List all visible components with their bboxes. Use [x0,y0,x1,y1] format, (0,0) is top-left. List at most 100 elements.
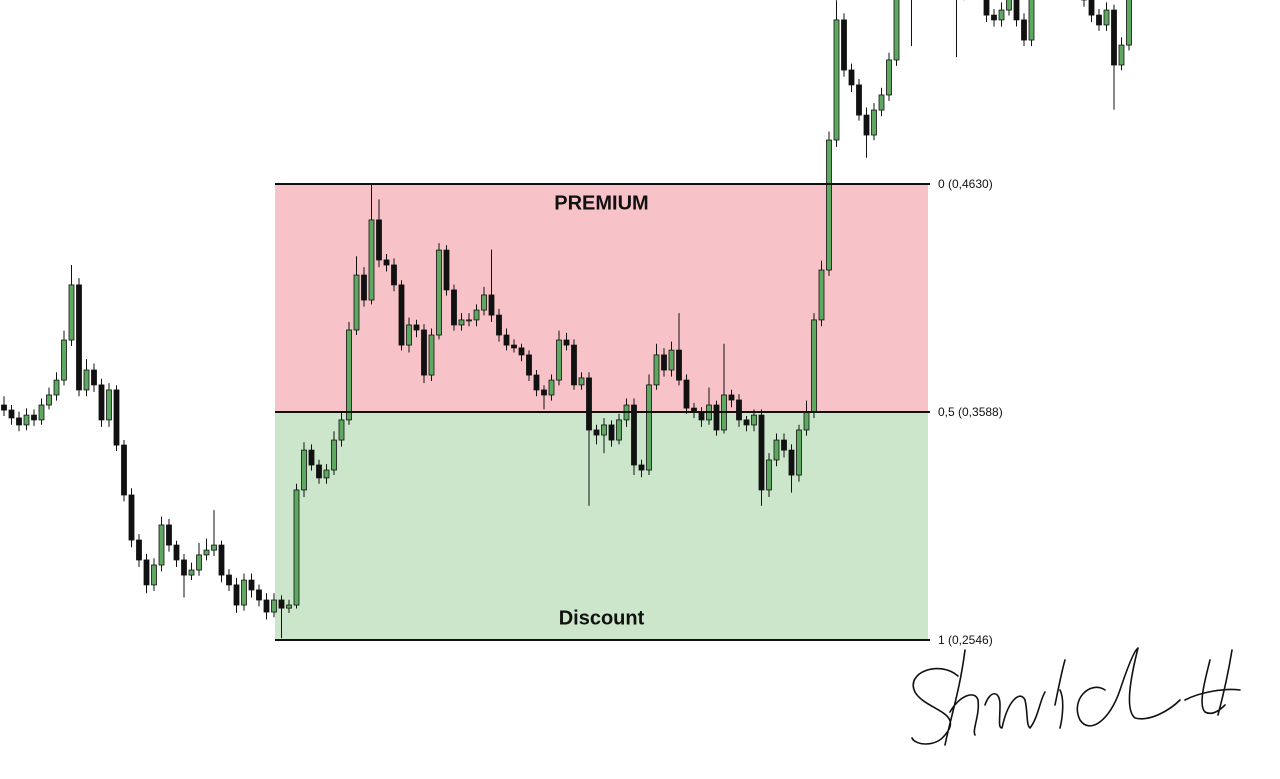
candle-body [256,589,262,601]
candle-body [1013,0,1020,21]
candle-body [413,324,420,331]
candle-body [38,404,45,421]
candle-body [151,564,157,586]
candles [1,0,1132,639]
candle-body [736,399,742,421]
candle-body [481,294,487,311]
candle-body [571,344,577,386]
candle-body [863,114,870,136]
candle-body [346,329,352,421]
candle-body [751,414,757,426]
candle-body [286,604,292,609]
candle-body [241,579,247,606]
level-label: 0,5 (0,3588) [938,405,1003,419]
candle-body [728,394,735,401]
candle-body [518,347,525,356]
candle-body [811,319,817,413]
candle-body [1088,0,1095,16]
candle-body [826,139,832,271]
candle-body [818,269,825,321]
candle-body [698,411,705,421]
candle-body [248,579,255,591]
zone-label: Discount [559,607,645,629]
candle-body [488,294,495,316]
candle-body [578,377,585,386]
candle-body [391,264,397,286]
candle-body [1006,0,1012,11]
candle-body [511,344,517,349]
signature [911,647,1241,746]
candle-body [83,369,90,391]
candle-body [466,319,472,322]
candle-body [991,14,997,21]
candle-body [451,289,457,326]
candle-body [1103,9,1110,26]
candle-body [368,219,375,301]
candle-body [398,284,405,346]
candle-body [503,334,510,346]
candle-body [983,0,990,16]
candle-body [136,539,142,561]
candle-body [91,369,97,386]
candle-body [788,449,795,476]
candle-body [773,439,780,461]
candle-body [1021,19,1027,41]
level-label: 1 (0,2546) [938,633,993,647]
candle-body [331,439,337,471]
candle-body [1,404,7,411]
candle-body [188,569,195,576]
candle-body [878,94,885,111]
candle-body [211,544,217,551]
candle-body [376,219,382,261]
candle-body [668,349,675,371]
candle-body [796,429,802,476]
candle-body [203,549,210,556]
candle-body [473,309,480,321]
candle-body [226,574,232,586]
candle-body [8,409,15,419]
candle-body [601,424,607,436]
candle-body [263,599,270,613]
candle-body [428,334,435,376]
levels: 0 (0,4630) 0,5 (0,3588) 1 (0,2546) [275,177,1003,647]
candle-body [781,439,787,451]
candle-body [1028,0,1035,41]
candle-body [443,249,450,291]
candle-body [848,69,855,86]
candle-body [886,59,892,96]
candle-body [361,274,367,301]
candle-body [173,544,180,561]
candle-body [353,274,360,331]
candle-body [61,339,67,381]
candle-body [758,414,765,491]
candle-body [338,419,345,441]
candle-body [308,449,315,466]
candle-body [646,384,652,471]
candle-body [496,314,502,336]
candle-body [31,414,37,421]
candle-body [218,544,225,576]
candle-body [533,374,540,391]
zone-label: PREMIUM [554,192,648,214]
candle-body [98,384,105,421]
candle-body [271,599,277,613]
candle-body [406,324,412,346]
candle-body [233,584,240,606]
level-label: 0 (0,4630) [938,177,993,191]
candle-body [631,404,637,466]
candle-body [301,449,307,491]
candle-body [106,389,112,421]
candle-body [1118,44,1125,66]
candle-body [871,109,877,136]
candle-body [181,559,187,576]
candle-body [436,249,442,336]
candle-body [293,489,300,606]
candle-body [998,9,1005,21]
candle-body [803,411,810,431]
candle-body [608,424,615,441]
candle-body [158,524,165,566]
candle-body [616,419,622,441]
candle-body [1111,9,1117,66]
candle-body [713,404,720,431]
candle-body [46,394,52,406]
